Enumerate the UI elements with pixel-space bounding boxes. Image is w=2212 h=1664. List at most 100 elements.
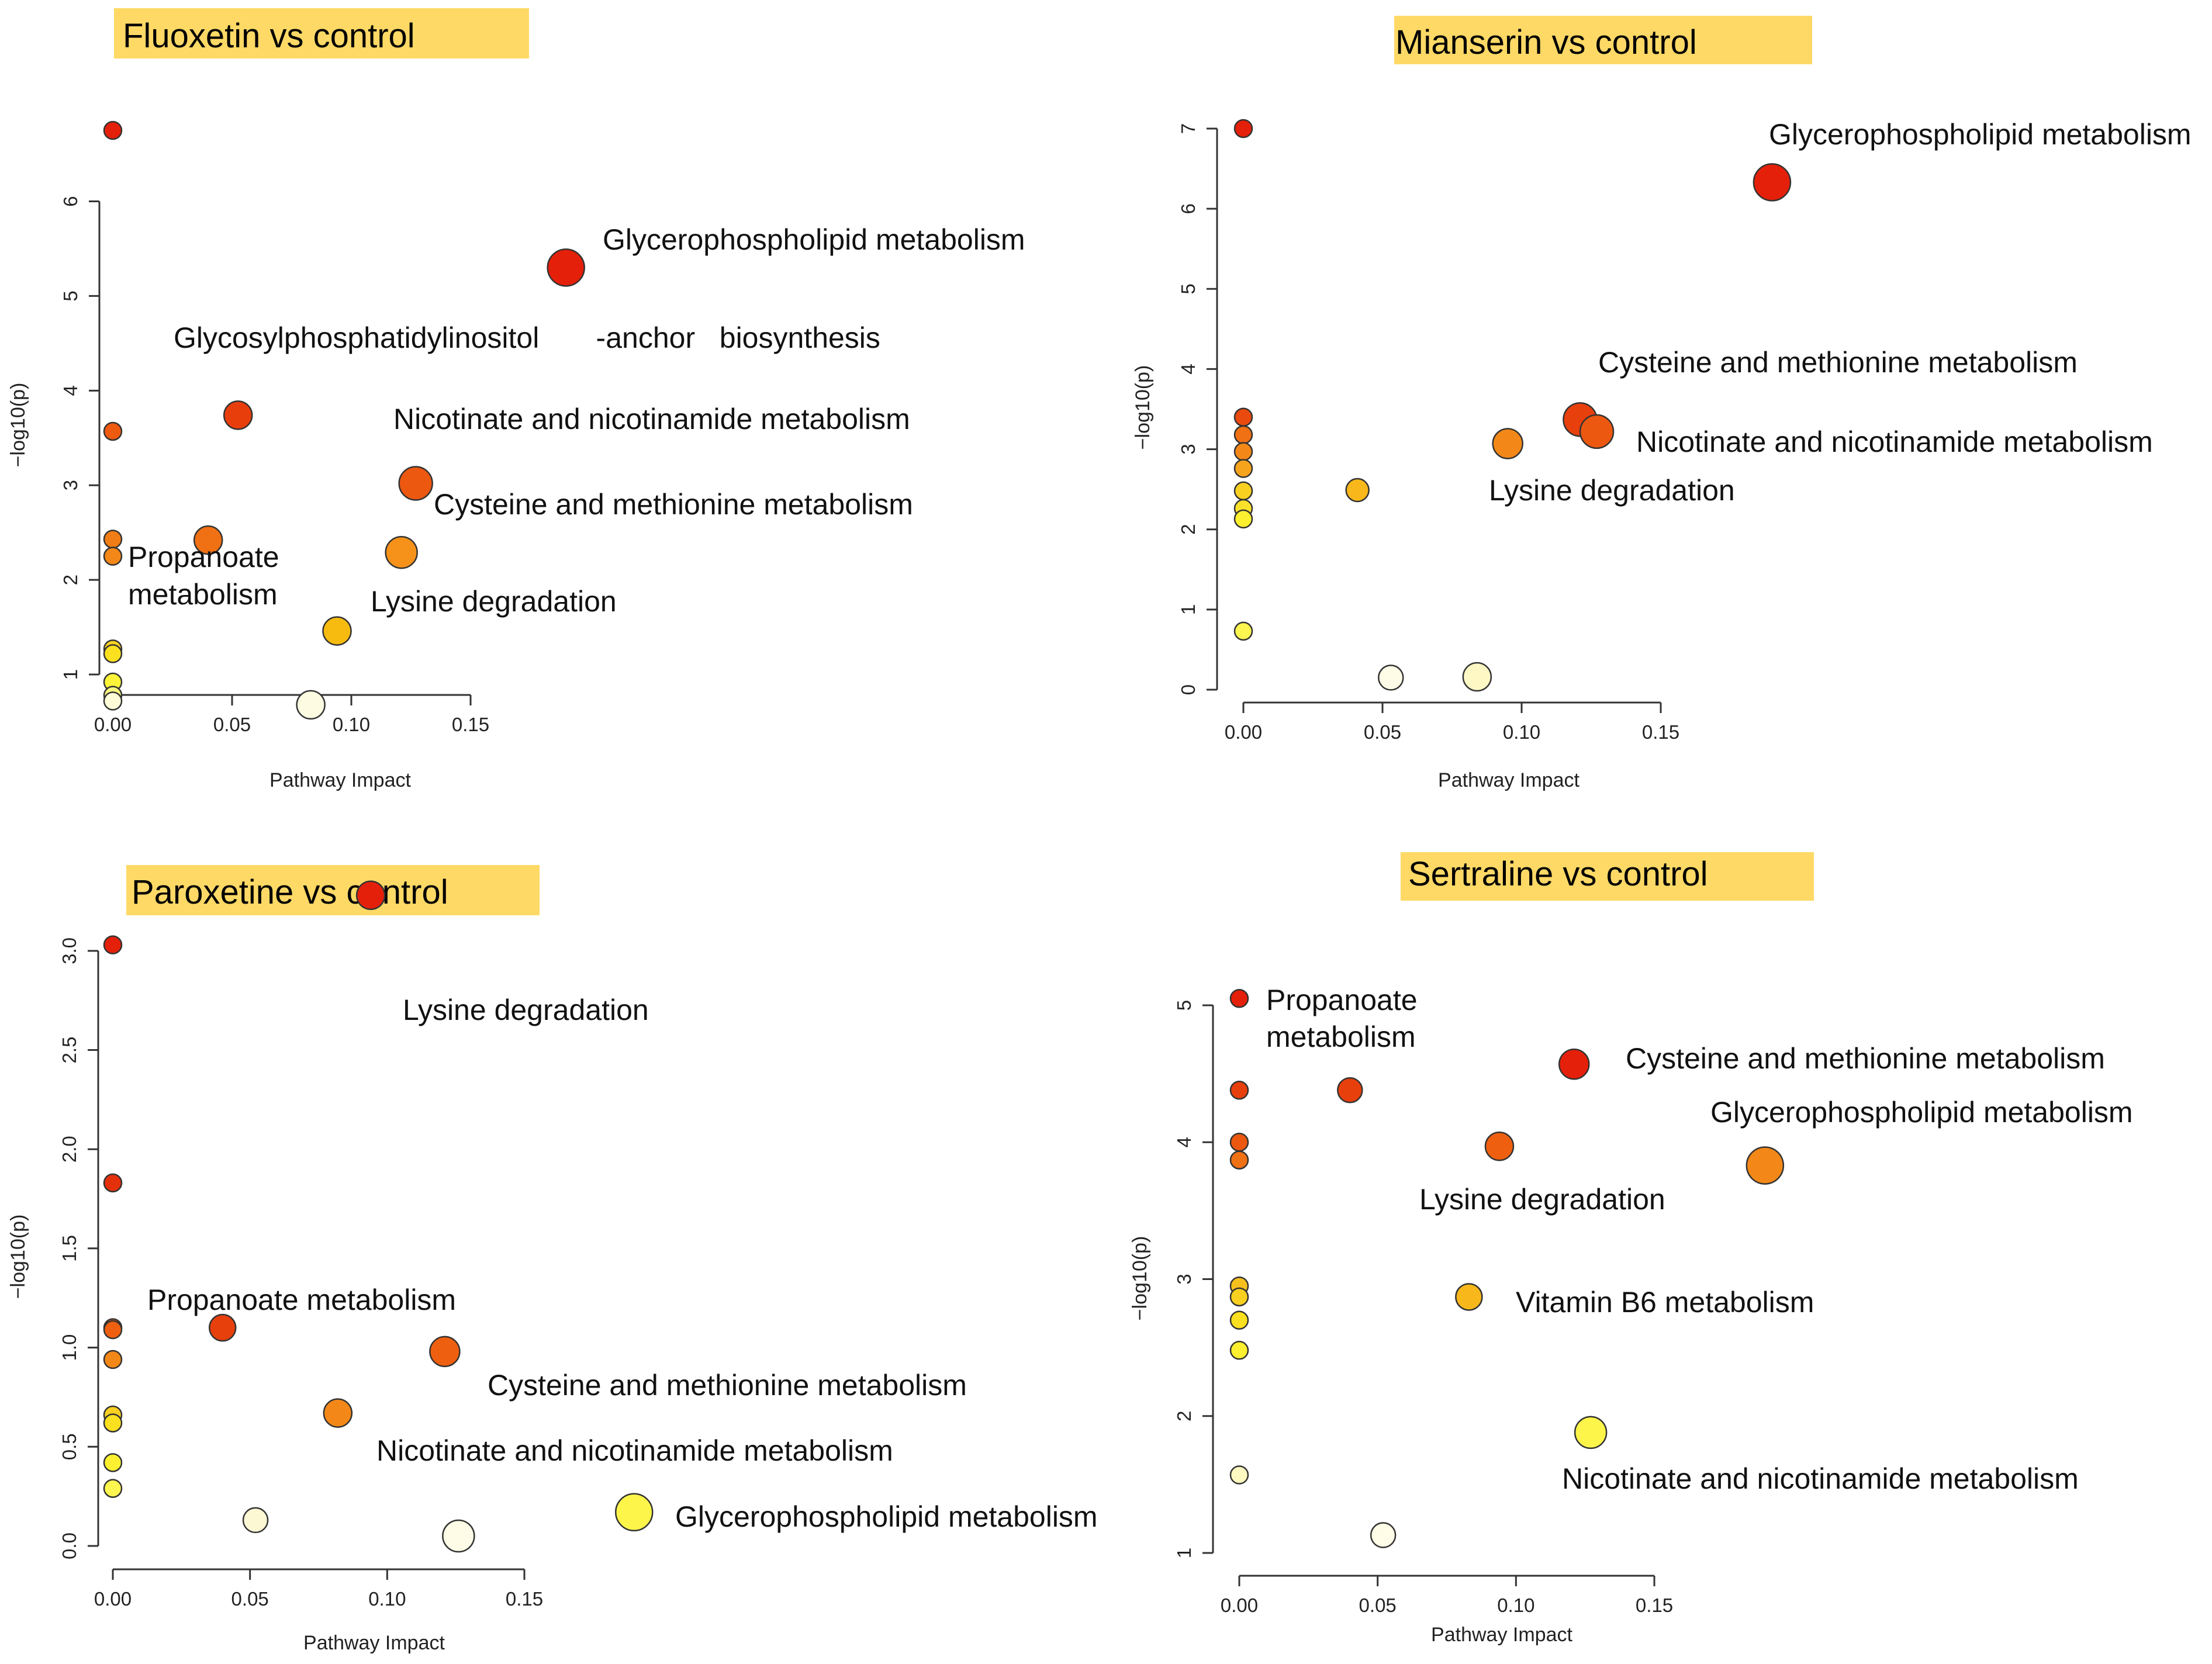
- y-tick-label: 0.5: [58, 1433, 80, 1460]
- data-point: [1574, 1416, 1608, 1449]
- y-tick-label: 2: [1177, 524, 1199, 535]
- y-tick-label: 2.5: [58, 1037, 80, 1064]
- data-point: [103, 1320, 123, 1340]
- y-tick-label: 6: [1177, 203, 1199, 214]
- chart-title: Paroxetine vs control: [132, 873, 448, 911]
- data-point: [1229, 1150, 1249, 1170]
- data-point: [1345, 478, 1370, 503]
- data-point: [1233, 425, 1253, 445]
- y-tick-label: 5: [1173, 1000, 1195, 1011]
- y-tick-label: 3: [1173, 1274, 1195, 1284]
- point-label: metabolism: [1266, 1020, 1416, 1053]
- data-point: [103, 1413, 123, 1433]
- point-label: Lysine degradation: [371, 585, 617, 618]
- point-label: Nicotinate and nicotinamide metabolism: [376, 1434, 893, 1467]
- title-box: [126, 865, 540, 915]
- x-tick-label: 0.05: [1359, 1594, 1397, 1616]
- y-axis-label: −log10(p): [7, 383, 29, 468]
- data-point: [103, 1350, 123, 1369]
- point-label: Glycerophospholipid metabolism: [1710, 1096, 2133, 1129]
- point-label: Cysteine and methionine metabolism: [488, 1369, 967, 1402]
- point-label: Cysteine and methionine metabolism: [434, 488, 913, 521]
- data-point: [1233, 509, 1253, 529]
- data-point: [1746, 1146, 1785, 1185]
- point-label: Lysine degradation: [1419, 1183, 1665, 1216]
- data-point: [1753, 163, 1792, 202]
- point-label: Glycosylphosphatidylinositol -anchor bio…: [174, 321, 880, 354]
- point-label: Nicotinate and nicotinamide metabolism: [1562, 1462, 2079, 1495]
- data-point: [442, 1519, 475, 1553]
- data-point: [1455, 1283, 1483, 1311]
- point-label: Nicotinate and nicotinamide metabolism: [1636, 425, 2153, 458]
- data-point: [429, 1336, 461, 1368]
- x-tick-label: 0.00: [94, 714, 132, 735]
- data-point: [1370, 1522, 1397, 1548]
- y-axis-label: −log10(p): [1132, 365, 1154, 450]
- data-point: [103, 1173, 123, 1193]
- data-point: [1229, 1310, 1249, 1330]
- x-tick-label: 0.10: [368, 1588, 406, 1610]
- annotation: metabolism: [128, 578, 278, 611]
- title-box: [114, 8, 529, 58]
- y-tick-label: 2.0: [58, 1136, 80, 1163]
- data-point: [1233, 407, 1253, 427]
- y-tick-label: 1: [60, 669, 81, 680]
- chart-title: Mianserin vs control: [1395, 23, 1697, 61]
- y-tick-label: 4: [60, 385, 81, 396]
- data-point: [103, 120, 123, 140]
- data-point: [296, 690, 326, 720]
- point-label: Glycerophospholipid metabolism: [603, 223, 1025, 256]
- y-tick-label: 6: [60, 196, 81, 206]
- data-point: [1462, 662, 1492, 692]
- data-point: [1579, 414, 1615, 449]
- x-tick-label: 0.15: [452, 714, 489, 735]
- data-point: [385, 535, 418, 569]
- y-tick-label: 1: [1173, 1548, 1195, 1558]
- x-tick-label: 0.10: [333, 714, 370, 735]
- data-point: [1229, 1287, 1249, 1307]
- data-point: [1558, 1048, 1590, 1080]
- data-point: [398, 466, 433, 501]
- data-point: [322, 616, 352, 646]
- data-point: [1229, 989, 1249, 1008]
- point-label: Propanoate: [1266, 984, 1418, 1016]
- x-tick-label: 0.05: [1364, 721, 1401, 743]
- data-point: [103, 546, 123, 566]
- y-tick-label: 0.0: [58, 1532, 80, 1559]
- y-tick-label: 0: [1177, 684, 1199, 695]
- point-label: Lysine degradation: [403, 994, 649, 1026]
- y-tick-label: 5: [1177, 283, 1199, 294]
- y-tick-label: 1.5: [58, 1235, 80, 1262]
- x-tick-label: 0.00: [1225, 721, 1262, 743]
- data-point: [1229, 1465, 1249, 1485]
- point-label: Glycerophospholipid metabolism: [675, 1500, 1098, 1533]
- annotation: Propanoate: [128, 541, 279, 573]
- x-tick-label: 0.00: [94, 1588, 132, 1610]
- x-axis-label: Pathway Impact: [1438, 769, 1579, 791]
- data-point: [1492, 428, 1523, 459]
- data-point: [1233, 621, 1253, 641]
- y-tick-label: 3.0: [58, 937, 80, 964]
- x-tick-label: 0.15: [506, 1588, 543, 1610]
- chart-title: Sertraline vs control: [1408, 855, 1708, 893]
- y-tick-label: 4: [1177, 364, 1199, 374]
- chart-title: Fluoxetin vs control: [123, 17, 415, 55]
- data-point: [1378, 665, 1404, 691]
- y-tick-label: 4: [1173, 1137, 1195, 1147]
- data-point: [103, 530, 123, 549]
- data-point: [355, 880, 386, 911]
- y-tick-label: 2: [60, 575, 81, 585]
- y-tick-label: 2: [1173, 1411, 1195, 1421]
- panel-paroxetine: Paroxetine vs control 0.00 0.05 0.10 0.15 0.0…: [7, 865, 1098, 1654]
- y-tick-label: 1.0: [58, 1334, 80, 1361]
- y-tick-label: 3: [60, 480, 81, 490]
- point-label: Cysteine and methionine metabolism: [1626, 1042, 2105, 1075]
- data-point: [103, 691, 123, 711]
- data-point: [323, 1398, 353, 1428]
- data-point: [103, 1479, 123, 1498]
- panel-sertraline: Sertraline vs control 0.00 0.05 0.10 0.15 1 2 3…: [1129, 852, 2133, 1646]
- y-tick-label: 1: [1177, 604, 1199, 615]
- point-label: Propanoate metabolism: [147, 1284, 456, 1316]
- data-point: [1233, 119, 1253, 139]
